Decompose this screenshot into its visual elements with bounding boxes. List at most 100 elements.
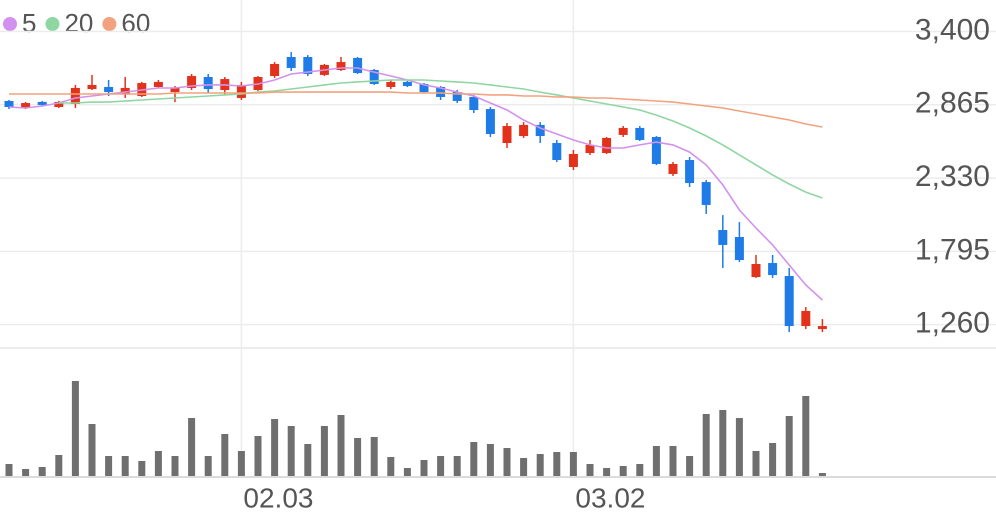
candle-body (369, 70, 379, 84)
ma-line (9, 91, 823, 128)
volume-bar (586, 464, 594, 476)
legend-label: 20 (64, 8, 93, 38)
candle-body (552, 143, 562, 161)
volume-bar (105, 456, 113, 476)
candle-body (502, 126, 512, 144)
candle-body (286, 56, 296, 68)
volume-bar (171, 456, 179, 476)
volume-bar (486, 444, 494, 476)
volume-bar (735, 418, 743, 476)
candle-body (37, 101, 47, 105)
volume-bar (453, 456, 461, 476)
candle-body (817, 326, 827, 330)
candle-body (801, 310, 811, 327)
volume-bar (88, 424, 96, 476)
candle-body (701, 182, 711, 205)
candle-body (120, 87, 130, 94)
legend-swatch (102, 17, 117, 31)
volume-bar (752, 451, 760, 476)
candle-body (485, 109, 495, 134)
candle-body (21, 103, 31, 108)
y-tick-label: 1,795 (915, 233, 990, 266)
candle-body (585, 144, 595, 154)
candle-body (54, 101, 64, 107)
volume-bar (420, 460, 428, 476)
legend-swatch (3, 17, 17, 31)
candle-body (70, 87, 80, 104)
volume-bar (769, 443, 777, 476)
candle-body (236, 84, 246, 98)
x-tick-label: 02.03 (243, 482, 313, 513)
candle-body (602, 137, 612, 154)
volume-bar (5, 464, 13, 476)
volume-bar (437, 456, 445, 476)
volume-bar (802, 396, 810, 476)
volume-bar (320, 426, 328, 476)
candle-body (469, 96, 479, 111)
candle-body (353, 57, 363, 74)
volume-bar (354, 438, 362, 476)
volume-bar (154, 451, 162, 476)
volume-bar (520, 458, 528, 476)
candle-body (419, 83, 429, 93)
volume-bar (121, 456, 129, 476)
volume-bar (304, 444, 312, 476)
volume-bar (138, 461, 146, 476)
volume-bar (221, 434, 229, 476)
volume-bar (652, 446, 660, 476)
volume-bar (271, 419, 279, 476)
candle-body (519, 124, 529, 137)
candle-body (170, 87, 180, 93)
volume-bar (237, 451, 245, 476)
candle-body (751, 263, 761, 278)
volume-bar (636, 464, 644, 476)
volume-bar (669, 446, 677, 476)
y-tick-label: 1,260 (915, 307, 990, 340)
volume-bar (619, 466, 627, 476)
candle-body (336, 62, 346, 71)
volume-bar (785, 416, 793, 476)
volume-bar (702, 414, 710, 476)
volume-bar (553, 452, 561, 476)
legend: 5 20 60 (3, 8, 150, 38)
volume-bar (470, 442, 478, 476)
candle-body (153, 81, 163, 87)
volume-bar (188, 418, 196, 476)
candle-body (402, 81, 412, 87)
y-tick-label: 2,865 (915, 87, 990, 120)
volume-bar (503, 448, 511, 476)
volume-bar (403, 468, 411, 476)
volume-bar (337, 415, 345, 476)
candle-body (452, 92, 462, 101)
candle-body (87, 84, 97, 90)
candle-body (303, 56, 313, 74)
legend-swatch (45, 17, 60, 31)
volume-bar (38, 467, 46, 476)
legend-label: 5 (22, 8, 36, 38)
volume-bar (22, 469, 30, 476)
y-tick-label: 3,400 (915, 13, 990, 46)
candle-body (386, 81, 396, 87)
ma-line (8, 67, 823, 301)
candle-body (635, 127, 645, 141)
y-tick-label: 2,330 (915, 160, 990, 193)
volume-bar (603, 468, 611, 476)
candle-body (685, 160, 695, 184)
volume-bar (204, 456, 212, 476)
candle-body (104, 86, 114, 93)
volume-bar (254, 436, 262, 476)
candle-body (618, 127, 628, 135)
candle-body (651, 136, 661, 164)
candle-body (568, 153, 578, 167)
candle-body (270, 63, 280, 77)
volume-bar (287, 426, 295, 476)
candle-body (203, 76, 213, 90)
x-tick-label: 03.02 (575, 482, 645, 513)
volume-bar (719, 410, 727, 476)
legend-label: 60 (121, 8, 150, 38)
candle-body (668, 163, 678, 174)
volume-bar (370, 437, 378, 476)
volume-bar (818, 473, 826, 476)
candle-body (734, 237, 744, 261)
